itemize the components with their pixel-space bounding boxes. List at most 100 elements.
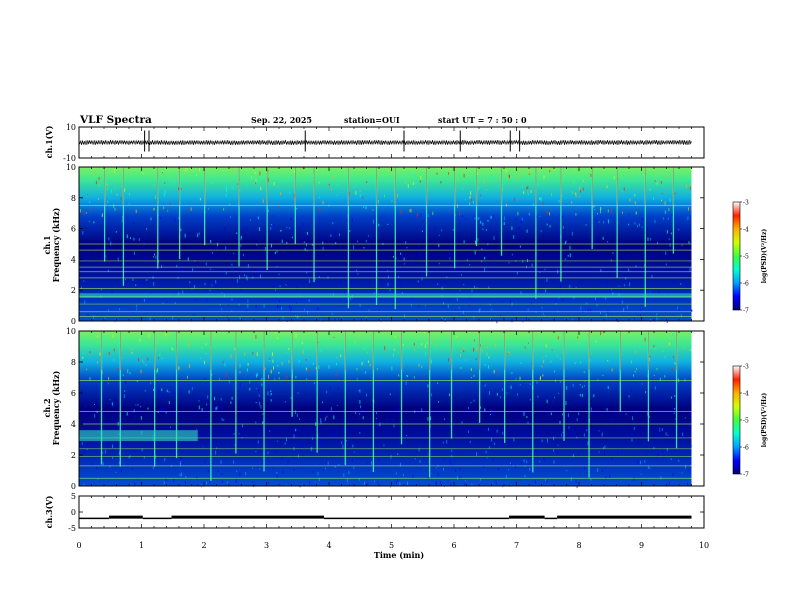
ch1-spectrogram-pixel <box>409 282 411 285</box>
ch2-spectrogram-pixel <box>252 481 254 483</box>
ch2-spectrogram-pixel <box>394 335 396 338</box>
ch1-spectrogram-pixel <box>605 296 607 300</box>
ch2-spectrogram-pixel <box>267 391 269 396</box>
x-tick-label: 0 <box>76 541 81 550</box>
ch1-spectrogram-pixel <box>511 253 513 256</box>
ch2-spectrogram-pixel <box>403 473 405 477</box>
ch2-spectrogram-pixel <box>486 457 488 459</box>
ch2-spectrogram-pixel <box>451 449 453 453</box>
ch1-spectrogram-pixel <box>280 229 282 232</box>
ch1-spectrogram-pixel <box>611 289 613 291</box>
ch2-spectrogram-pixel <box>407 375 408 378</box>
ch1-spectrogram-pixel <box>223 208 225 211</box>
ch2-spectrogram-pixel <box>662 350 664 353</box>
ch1-spectrogram-pixel <box>575 286 577 288</box>
ch2-spectrogram-band <box>79 430 198 442</box>
ch2-spectrogram-pixel <box>583 433 585 437</box>
ch2-spectrogram-pixel <box>489 391 490 396</box>
ch1-spectrogram-pixel <box>164 190 166 194</box>
ch1-spectrogram-pixel <box>286 227 288 229</box>
ch2-spectrogram-pixel <box>198 405 200 410</box>
ch1-spectrogram-pixel <box>597 213 598 215</box>
ch2-spectrogram-pixel <box>572 431 574 434</box>
ch1-spectrogram-pixel <box>102 255 104 259</box>
ch2-spectrogram-pixel <box>419 459 421 463</box>
ch1-spectrogram-pixel <box>210 240 212 243</box>
ch2-spectrogram-pixel <box>226 433 228 437</box>
ch2-spectrogram-pixel <box>323 469 324 471</box>
ch2-spectrogram-pixel <box>186 442 188 444</box>
ch2-spectrogram-pixel <box>317 450 319 453</box>
ch1-spectrogram-pixel <box>579 189 581 193</box>
ch1-spectrogram-pixel <box>684 230 685 234</box>
ch1-spectrogram-sferic <box>104 167 106 262</box>
ch1-spectrogram-pixel <box>605 313 607 317</box>
ch2-spectrogram-sferic <box>619 331 621 412</box>
ch1-spectrogram-sferic-core <box>313 167 315 206</box>
ch1-spectrogram-pixel <box>211 284 213 286</box>
ch2-spectrogram-pixel <box>481 349 483 353</box>
ch2-spectrogram-pixel <box>244 352 246 356</box>
ch1-spectrogram-pixel <box>489 263 491 268</box>
ch1-spectrogram-pixel <box>184 233 186 238</box>
ch2-spectrogram-pixel <box>611 368 613 372</box>
ch1-spectrogram-pixel <box>528 213 530 216</box>
ch2-spectrogram-pixel <box>259 468 261 470</box>
ch2-spectrogram-pixel <box>524 474 526 478</box>
ch1-spectrogram-pixel <box>594 209 596 211</box>
ch2-spectrogram-pixel <box>157 459 159 461</box>
ch1-spectrogram-pixel <box>457 204 458 208</box>
ch1-spectrogram-pixel <box>360 318 362 322</box>
ch1-spectrogram-sferic-core <box>204 167 205 206</box>
ch2-spectrogram-pixel <box>470 402 472 404</box>
ch2-spectrogram-pixel <box>168 391 170 393</box>
ch2-spectrogram-pixel <box>362 416 364 420</box>
ch2-spectrogram-pixel <box>492 458 494 462</box>
ch1-spectrogram-pixel <box>555 299 557 304</box>
ch2-spectrogram-pixel <box>628 394 630 398</box>
ch2-spectrogram-pixel <box>681 427 683 431</box>
ch1-spectrogram-pixel <box>352 244 354 246</box>
ch2-spectrogram-pixel <box>365 371 366 374</box>
ch1-spectrogram-pixel <box>240 236 242 241</box>
ch2-spectrogram-pixel <box>171 347 173 351</box>
ch1-spectrogram-pixel <box>457 261 459 265</box>
ch2-spectrogram-pixel <box>675 394 676 396</box>
ch1-spectrogram-pixel <box>304 248 306 251</box>
ch1-spectrogram-pixel <box>290 217 292 221</box>
ch1-waveform-trace <box>78 139 692 146</box>
ch1-spectrogram-pixel <box>110 241 112 246</box>
ch2-spectrogram-pixel <box>195 341 197 344</box>
ch2-spectrogram-pixel <box>389 393 391 395</box>
ch2-spectrogram-pixel <box>366 393 368 397</box>
ch1-spectrogram-pixel <box>483 179 485 184</box>
ch1-spectrogram-pixel <box>607 209 609 213</box>
ch2-spectrogram-pixel <box>147 357 149 361</box>
ch2-spectrogram-pixel <box>233 433 235 435</box>
ch1-spectrogram-pixel <box>450 244 452 248</box>
ch2-spectrogram-pixel <box>467 430 469 434</box>
ch1-spectrogram-pixel <box>562 216 563 219</box>
ch2-spectrogram-pixel <box>320 348 322 353</box>
ch1-spectrogram-sferic <box>454 167 456 269</box>
ch2-spectrogram-pixel <box>259 401 261 406</box>
ch1-spectrogram-pixel <box>240 244 242 248</box>
ch2-spectrogram-pixel <box>420 435 422 438</box>
ch1-spectrogram-pixel <box>296 208 298 210</box>
ch2-spectrogram-pixel <box>460 354 461 357</box>
ch1-spectrogram-pixel <box>249 219 251 221</box>
ch2-spectrogram-pixel <box>553 449 555 452</box>
ch1-spectrogram-pixel <box>162 302 164 305</box>
ch1-spectrogram-pixel <box>301 184 302 186</box>
ch2-spectrogram-pixel <box>596 334 598 337</box>
ch1-spectrogram-pixel <box>607 240 609 243</box>
ch1-spectrogram-sferic <box>347 167 350 309</box>
ch1-spectrogram-pixel <box>462 188 463 190</box>
ch1-spectrogram-pixel <box>305 270 307 273</box>
ch1-spectrogram-pixel <box>665 263 667 266</box>
ch2-spectrogram-pixel <box>102 462 104 466</box>
ch1-spectrogram-pixel <box>531 263 533 267</box>
colorbar2-label: log(PSD)(V²/Hz) <box>761 393 768 448</box>
ch1-spectrogram-pixel <box>561 194 563 198</box>
ch1-spectrogram-pixel <box>542 312 544 315</box>
